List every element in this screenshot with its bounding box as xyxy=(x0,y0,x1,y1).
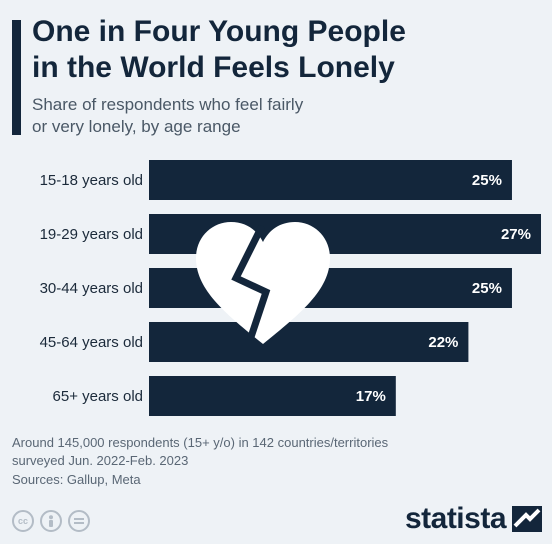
category-label: 19-29 years old xyxy=(40,226,143,243)
category-label: 65+ years old xyxy=(53,388,143,405)
equals-icon[interactable] xyxy=(68,510,90,532)
bar-chart: 15-18 years old 25% 19-29 years old 27% 30-4… xyxy=(40,160,541,416)
bar xyxy=(149,376,396,416)
value-label: 25% xyxy=(472,280,502,297)
page-title: One in Four Young People in the World Fe… xyxy=(32,14,542,86)
subtitle-line-1: Share of respondents who feel fairly xyxy=(32,95,304,114)
title-line-2: in the World Feels Lonely xyxy=(32,51,395,84)
cc-icon[interactable]: cc xyxy=(12,510,34,532)
person-icon[interactable] xyxy=(40,510,62,532)
bar xyxy=(149,322,469,362)
license-icons: cc xyxy=(12,510,90,532)
footnote: Around 145,000 respondents (15+ y/o) in … xyxy=(12,434,532,470)
title-line-1: One in Four Young People xyxy=(32,15,406,48)
brand-logo[interactable]: statista xyxy=(405,502,542,536)
title-accent-bar xyxy=(12,20,21,135)
category-label: 15-18 years old xyxy=(40,172,143,189)
subtitle-line-2: or very lonely, by age range xyxy=(32,117,241,136)
sources: Sources: Gallup, Meta xyxy=(12,472,141,487)
broken-heart-icon xyxy=(196,222,330,344)
category-label: 45-64 years old xyxy=(40,334,143,351)
bar xyxy=(149,160,512,200)
value-label: 27% xyxy=(501,226,531,243)
value-label: 17% xyxy=(356,388,386,405)
statista-logo-icon xyxy=(512,506,542,532)
chart-subtitle: Share of respondents who feel fairly or … xyxy=(32,94,432,138)
value-label: 22% xyxy=(428,334,458,351)
footnote-line-1: Around 145,000 respondents (15+ y/o) in … xyxy=(12,435,389,450)
footnote-line-2: surveyed Jun. 2022-Feb. 2023 xyxy=(12,453,189,468)
value-label: 25% xyxy=(472,172,502,189)
category-label: 30-44 years old xyxy=(40,280,143,297)
brand-name: statista xyxy=(404,502,507,535)
